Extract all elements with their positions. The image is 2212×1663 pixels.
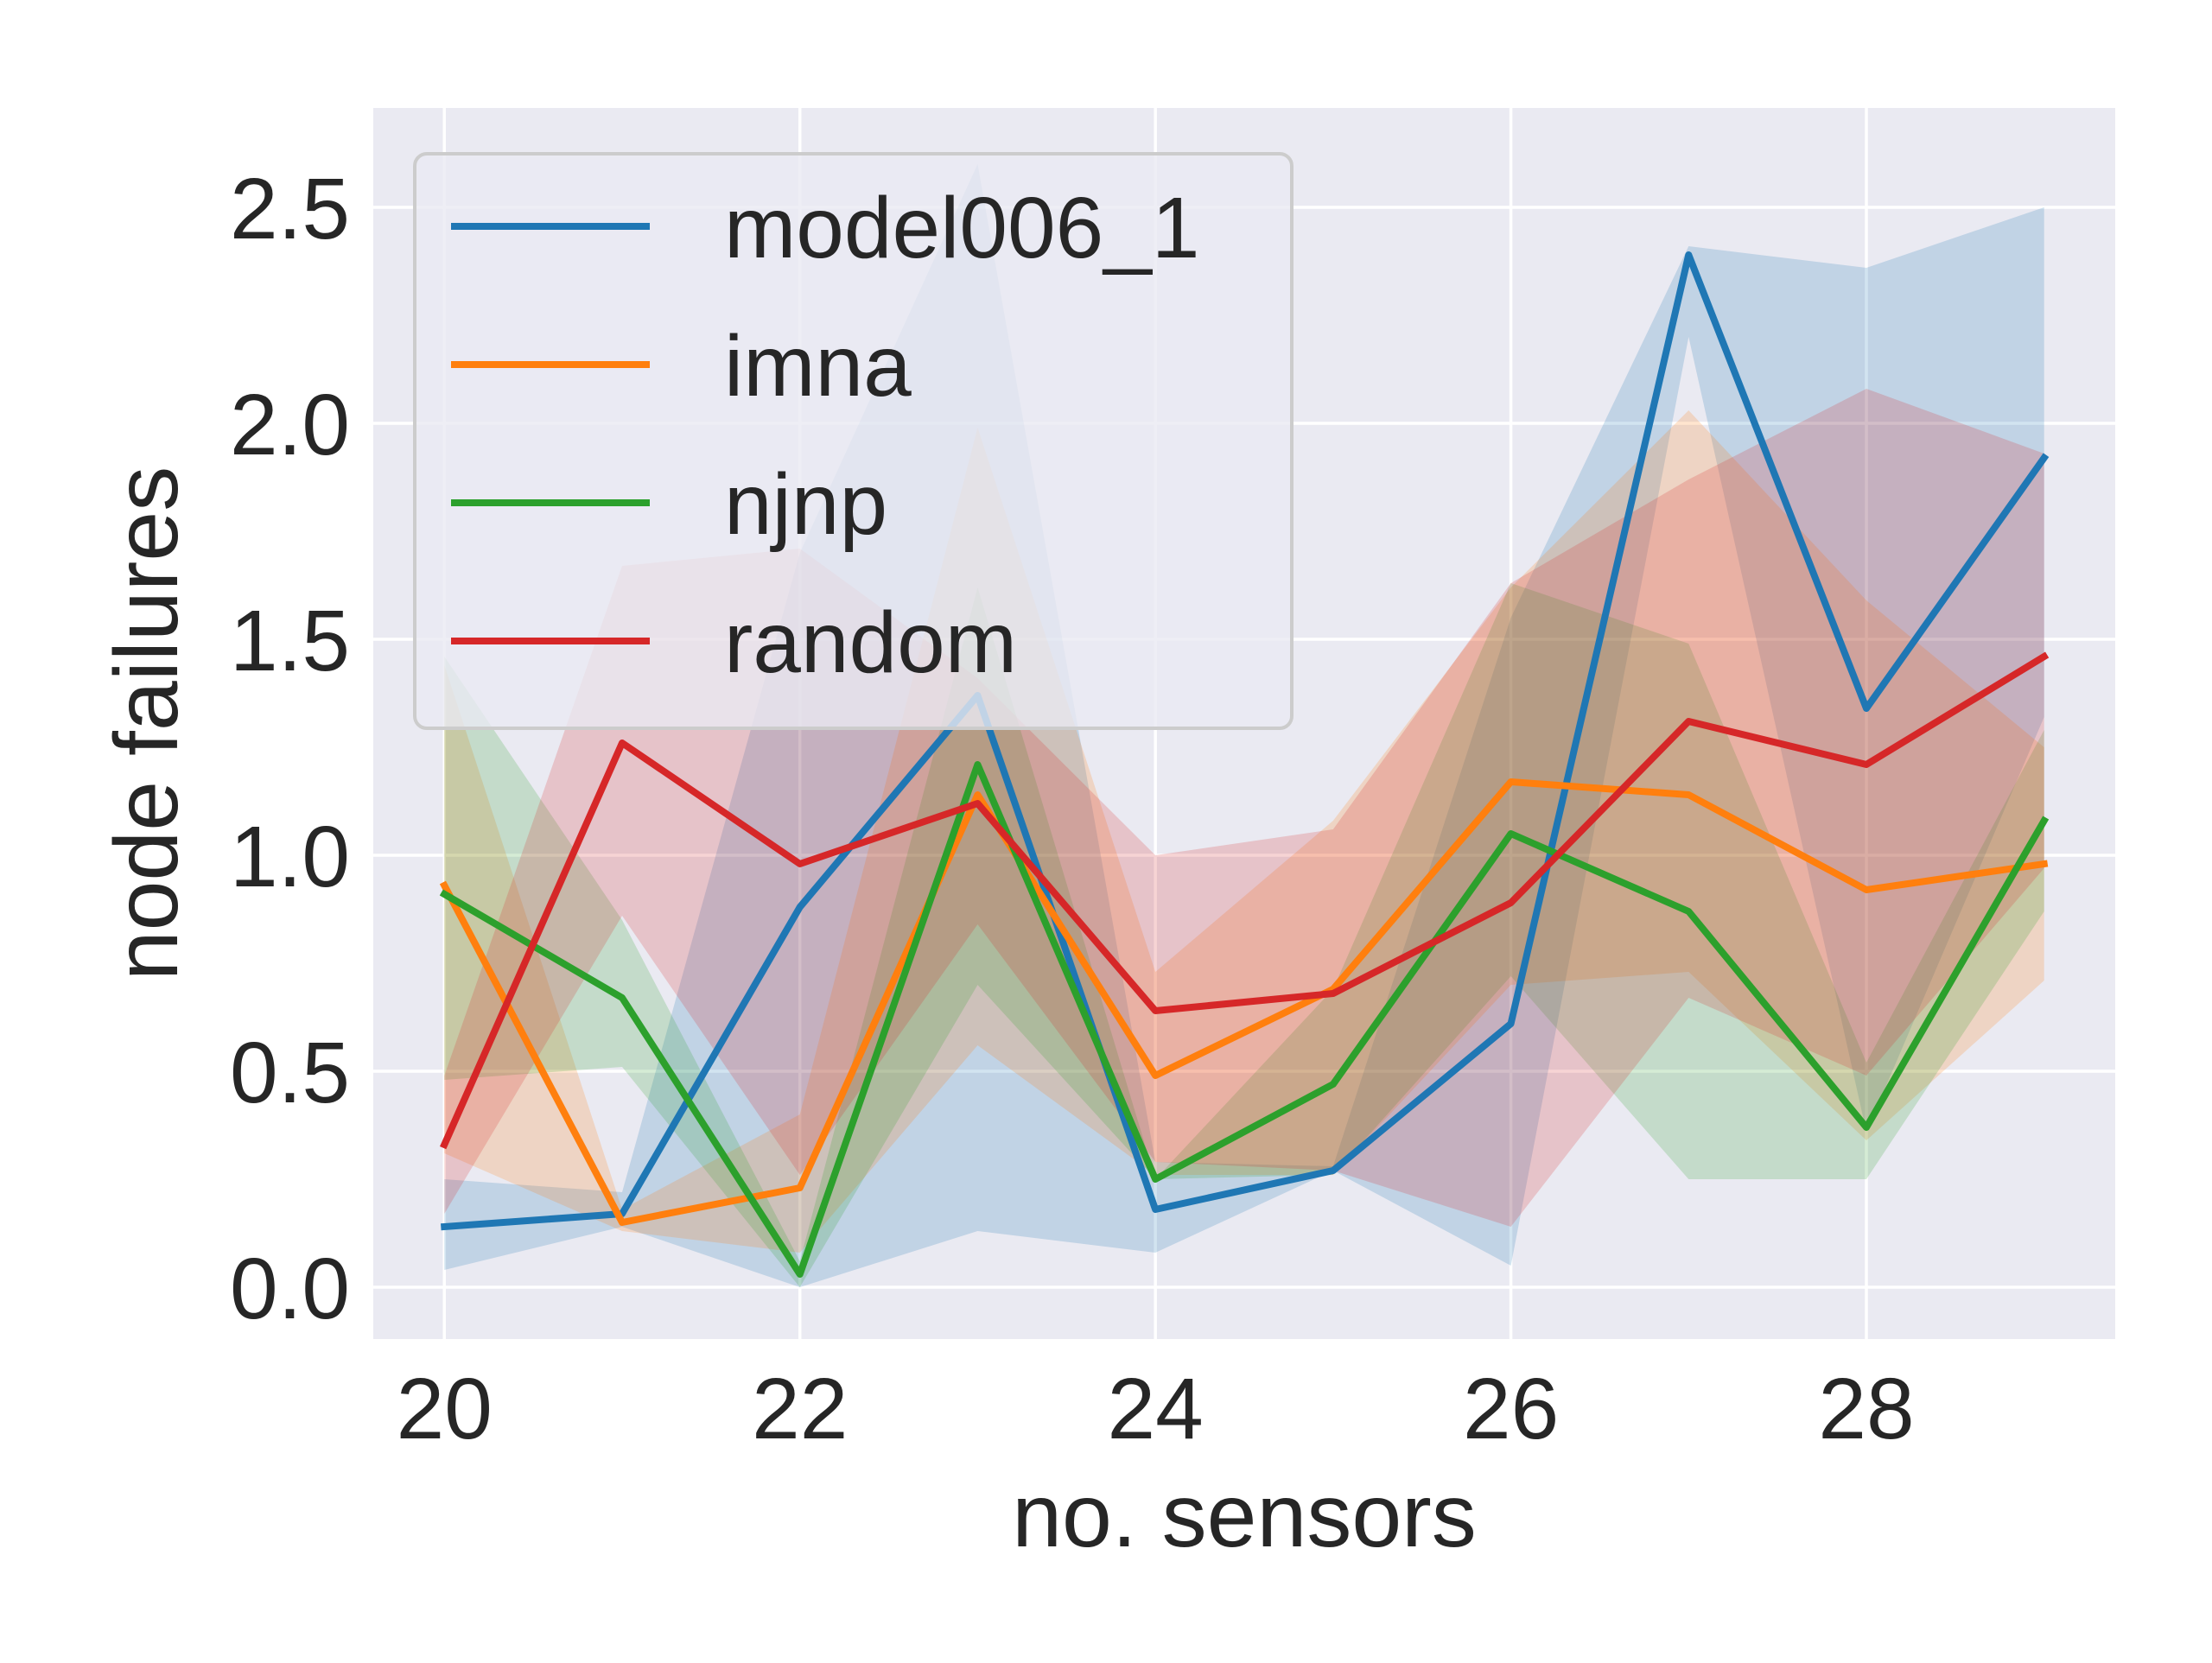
line-random (440, 651, 2050, 1150)
x-tick-label: 20 (397, 1361, 493, 1457)
y-axis-label: node failures (97, 467, 197, 981)
y-tick-label: 2.0 (230, 377, 350, 473)
legend-label-imna: imna (724, 318, 912, 415)
x-tick-label: 26 (1463, 1361, 1559, 1457)
line-imna (439, 778, 2049, 1226)
legend-label-model006-1: model006_1 (724, 180, 1199, 276)
legend-label-random: random (724, 594, 1017, 691)
y-tick-label: 2.5 (230, 161, 350, 257)
legend-box (413, 152, 1294, 730)
line-model006-1 (441, 251, 2050, 1231)
band-imna (444, 410, 2044, 1253)
x-tick-label: 24 (1108, 1361, 1204, 1457)
tick-labels: 20 22 24 26 28 0.0 0.5 1.0 1.5 2.0 2.5 (230, 161, 1915, 1457)
x-tick-label: 22 (752, 1361, 848, 1457)
y-tick-label: 0.0 (230, 1241, 350, 1337)
y-tick-label: 0.5 (230, 1025, 350, 1121)
band-njnp (444, 583, 2044, 1287)
y-tick-label: 1.5 (230, 593, 350, 689)
y-tick-label: 1.0 (230, 809, 350, 905)
legend-label-njnp: njnp (724, 456, 887, 553)
series-lines (439, 251, 2050, 1278)
line-njnp (439, 761, 2050, 1278)
x-tick-label: 28 (1818, 1361, 1914, 1457)
x-axis-label: no. sensors (1012, 1466, 1477, 1566)
